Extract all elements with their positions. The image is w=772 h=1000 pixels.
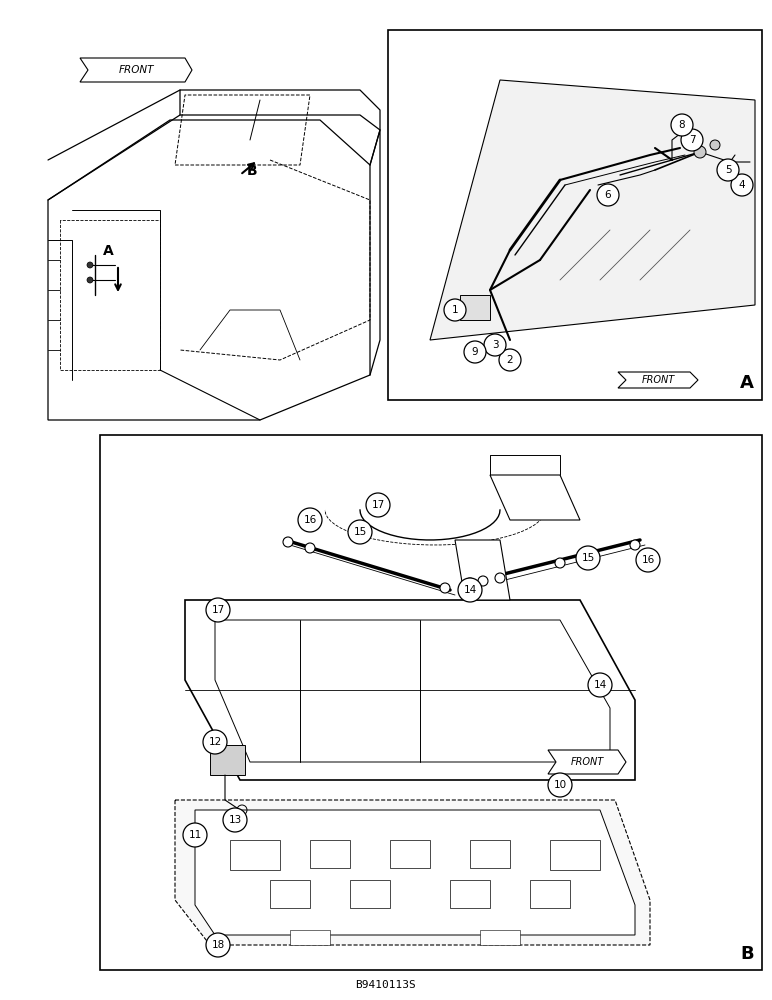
Text: 16: 16 (303, 515, 317, 525)
Circle shape (484, 334, 506, 356)
Circle shape (717, 159, 739, 181)
Circle shape (440, 583, 450, 593)
Text: 10: 10 (554, 780, 567, 790)
Text: 13: 13 (229, 815, 242, 825)
Circle shape (576, 546, 600, 570)
Text: 15: 15 (354, 527, 367, 537)
Text: 16: 16 (642, 555, 655, 565)
Circle shape (206, 598, 230, 622)
Circle shape (298, 508, 322, 532)
Circle shape (694, 146, 706, 158)
Bar (550, 840, 600, 870)
Polygon shape (455, 540, 510, 600)
Text: 17: 17 (371, 500, 384, 510)
Circle shape (87, 277, 93, 283)
Text: 6: 6 (604, 190, 611, 200)
Text: B: B (740, 945, 754, 963)
Polygon shape (480, 930, 520, 945)
Circle shape (478, 576, 488, 586)
Bar (350, 880, 390, 908)
Bar (230, 840, 280, 870)
Circle shape (548, 773, 572, 797)
Text: B9410113S: B9410113S (356, 980, 416, 990)
Text: 14: 14 (463, 585, 476, 595)
Bar (310, 840, 350, 868)
Text: 9: 9 (472, 347, 479, 357)
Text: 12: 12 (208, 737, 222, 747)
Polygon shape (490, 475, 580, 520)
Bar (470, 840, 510, 868)
Circle shape (681, 129, 703, 151)
Circle shape (87, 262, 93, 268)
Text: FRONT: FRONT (571, 757, 604, 767)
Text: 7: 7 (689, 135, 696, 145)
Circle shape (636, 548, 660, 572)
Text: 14: 14 (594, 680, 607, 690)
Polygon shape (460, 295, 490, 320)
Circle shape (588, 673, 612, 697)
Polygon shape (185, 600, 635, 780)
Text: 2: 2 (506, 355, 513, 365)
Circle shape (305, 543, 315, 553)
Bar (270, 880, 310, 908)
Circle shape (458, 578, 482, 602)
Text: A: A (103, 244, 113, 258)
Circle shape (671, 114, 693, 136)
Polygon shape (210, 745, 245, 775)
Circle shape (348, 520, 372, 544)
Bar (450, 880, 490, 908)
Text: 8: 8 (679, 120, 686, 130)
Text: B: B (247, 164, 257, 178)
Text: 17: 17 (212, 605, 225, 615)
Polygon shape (430, 80, 755, 340)
Text: FRONT: FRONT (118, 65, 154, 75)
Text: 18: 18 (212, 940, 225, 950)
Circle shape (444, 299, 466, 321)
Circle shape (555, 558, 565, 568)
Polygon shape (215, 620, 610, 762)
Text: FRONT: FRONT (642, 375, 675, 385)
Text: 15: 15 (581, 553, 594, 563)
Polygon shape (548, 750, 626, 774)
Circle shape (203, 730, 227, 754)
Circle shape (731, 174, 753, 196)
Text: 5: 5 (725, 165, 731, 175)
Polygon shape (195, 810, 635, 935)
Circle shape (495, 573, 505, 583)
Bar (100, 435, 762, 970)
Circle shape (465, 578, 475, 588)
Text: A: A (740, 374, 754, 392)
Polygon shape (618, 372, 698, 388)
Circle shape (283, 537, 293, 547)
Circle shape (206, 933, 230, 957)
Text: 11: 11 (188, 830, 201, 840)
Circle shape (183, 823, 207, 847)
Circle shape (597, 184, 619, 206)
Text: 1: 1 (452, 305, 459, 315)
Polygon shape (48, 120, 370, 420)
Circle shape (499, 349, 521, 371)
Polygon shape (80, 58, 192, 82)
Polygon shape (290, 930, 330, 945)
Bar (390, 840, 430, 868)
Text: 4: 4 (739, 180, 745, 190)
Circle shape (710, 140, 720, 150)
Circle shape (630, 540, 640, 550)
Circle shape (366, 493, 390, 517)
Bar (530, 880, 570, 908)
Polygon shape (175, 800, 650, 945)
Bar (388, 30, 762, 400)
Circle shape (223, 808, 247, 832)
Text: 3: 3 (492, 340, 498, 350)
Circle shape (464, 341, 486, 363)
